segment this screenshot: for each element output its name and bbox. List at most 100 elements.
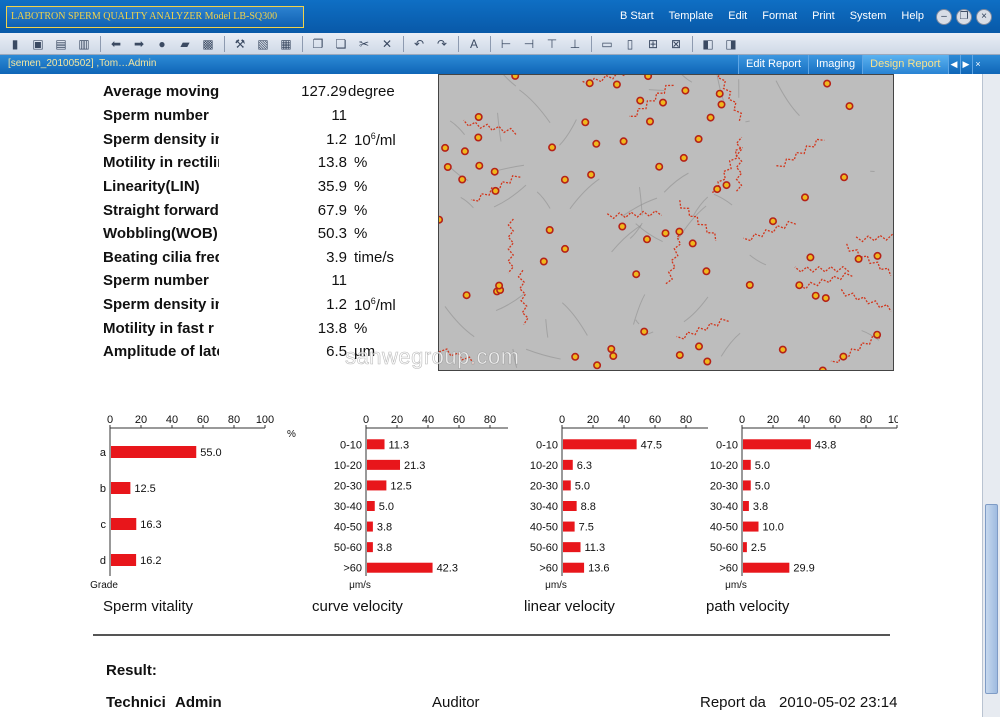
cut-icon[interactable]: ✂ xyxy=(358,36,370,51)
tab-scroll-left-icon[interactable]: ◀ xyxy=(947,55,960,74)
undo-icon[interactable]: ↶ xyxy=(413,36,425,51)
page-paste-icon[interactable]: ❏ xyxy=(335,36,347,51)
bar xyxy=(367,501,375,511)
minimize-icon[interactable]: – xyxy=(936,9,952,25)
send-back-icon[interactable]: ◨ xyxy=(725,36,737,51)
bar xyxy=(743,501,749,511)
preview-icon[interactable]: ▧ xyxy=(257,36,269,51)
arrow-right-icon[interactable]: ➡ xyxy=(133,36,145,51)
align-right-icon[interactable]: ⊣ xyxy=(523,36,535,51)
parameter-name: Sperm density in xyxy=(103,131,219,148)
category-label: b xyxy=(100,483,106,495)
tab-scroll-right-icon[interactable]: ▶ xyxy=(959,55,972,74)
align-bottom-icon[interactable]: ⊥ xyxy=(569,36,581,51)
tab-edit-report[interactable]: Edit Report xyxy=(738,55,809,74)
bar xyxy=(367,521,373,532)
category-label: 20-30 xyxy=(530,480,558,492)
save-icon[interactable]: ▮ xyxy=(11,36,19,51)
disk-icon[interactable]: ▩ xyxy=(202,36,214,51)
arrow-left-icon[interactable]: ⬅ xyxy=(110,36,122,51)
chart-title: path velocity xyxy=(706,598,790,615)
bar xyxy=(111,446,197,458)
record-icon[interactable]: ● xyxy=(158,36,166,51)
printer-icon[interactable]: ▦ xyxy=(280,36,292,51)
menu-help[interactable]: Help xyxy=(901,10,925,22)
parameter-name: Sperm number xyxy=(103,272,209,289)
technician-value: Admin xyxy=(175,694,222,711)
close-icon[interactable]: ✕ xyxy=(381,36,393,51)
parameter-name: Average moving xyxy=(103,83,219,100)
vertical-scrollbar[interactable] xyxy=(982,74,1000,717)
distribute-icon[interactable]: ⊠ xyxy=(670,36,682,51)
bar xyxy=(743,439,811,450)
bar xyxy=(563,542,581,553)
align-left-icon[interactable]: ⊢ xyxy=(500,36,512,51)
bar xyxy=(367,542,373,553)
toolbar-separator xyxy=(302,35,303,52)
tab-design-report[interactable]: Design Report xyxy=(862,55,948,74)
x-tick-label: 80 xyxy=(860,414,872,426)
parameter-unit: % xyxy=(354,178,368,195)
bar-value-label: 12.5 xyxy=(134,483,155,495)
bar-value-label: 3.8 xyxy=(377,542,392,554)
x-tick-label: 80 xyxy=(484,414,496,426)
equal-height-icon[interactable]: ▯ xyxy=(626,36,634,51)
tab-row: [semen_20100502] ,Tom…Admin Edit Report … xyxy=(0,55,1000,74)
tab-imaging[interactable]: Imaging xyxy=(808,55,863,74)
parameter-row: Beating cilia freq 3.9 time/s xyxy=(0,249,440,269)
bar-chart: 020406080100%0-1011.310-2021.320-3012.53… xyxy=(334,414,508,591)
page-copy-icon[interactable]: ❐ xyxy=(312,36,324,51)
category-label: 50-60 xyxy=(710,542,738,554)
bring-front-icon[interactable]: ◧ xyxy=(702,36,714,51)
bar-value-label: 42.3 xyxy=(437,563,458,575)
restore-icon[interactable]: ❐ xyxy=(956,9,972,25)
chart-title: Sperm vitality xyxy=(103,598,194,615)
parameter-unit: 106/ml xyxy=(354,131,396,149)
bar-value-label: 16.3 xyxy=(140,519,161,531)
parameter-row: Motility in rectilinear 13.8% xyxy=(0,154,440,174)
copy-icon[interactable]: ▤ xyxy=(55,36,67,51)
microscope-image xyxy=(438,74,894,371)
toolbar-separator xyxy=(224,35,225,52)
folder-icon[interactable]: ▰ xyxy=(180,36,190,51)
category-label: 20-30 xyxy=(710,480,738,492)
scrollbar-thumb[interactable] xyxy=(985,504,998,694)
center-icon[interactable]: ⊞ xyxy=(647,36,659,51)
parameter-name: Sperm density in xyxy=(103,296,219,313)
parameter-unit: % xyxy=(354,225,368,242)
redo-icon[interactable]: ↷ xyxy=(436,36,448,51)
parameter-row: Straight forward 67.9% xyxy=(0,202,440,222)
y-axis-label: μm/s xyxy=(545,580,567,591)
open-icon[interactable]: ▣ xyxy=(32,36,44,51)
tools-icon[interactable]: ⚒ xyxy=(234,36,246,51)
font-icon[interactable]: A xyxy=(469,36,478,51)
menu-edit[interactable]: Edit xyxy=(728,10,748,22)
bar xyxy=(367,459,401,470)
toolbar-separator xyxy=(591,35,592,52)
parameter-unit: time/s xyxy=(354,249,395,266)
equal-width-icon[interactable]: ▭ xyxy=(601,36,613,51)
menu-start[interactable]: B Start xyxy=(620,10,654,22)
align-top-icon[interactable]: ⊤ xyxy=(546,36,558,51)
parameter-row: Amplitude of late 6.5 μm xyxy=(0,343,440,363)
bar-chart: 020406080100%0-1043.810-205.020-305.030-… xyxy=(710,414,898,591)
category-label: 50-60 xyxy=(334,542,362,554)
menu-system[interactable]: System xyxy=(849,10,887,22)
report-date-label: Report da xyxy=(700,694,766,711)
bar xyxy=(563,459,573,470)
delete-icon[interactable]: ▥ xyxy=(78,36,90,51)
menu-format[interactable]: Format xyxy=(762,10,798,22)
bar-value-label: 3.8 xyxy=(377,522,392,534)
close-window-icon[interactable]: × xyxy=(976,9,992,25)
menu-print[interactable]: Print xyxy=(812,10,835,22)
bar-value-label: 55.0 xyxy=(200,447,221,459)
parameter-row: Sperm number 11 xyxy=(0,107,440,127)
category-label: >60 xyxy=(719,563,738,575)
parameter-name: Sperm number xyxy=(103,107,209,124)
bar-value-label: 29.9 xyxy=(793,563,814,575)
tab-close-icon[interactable]: × xyxy=(971,55,984,74)
bar-value-label: 5.0 xyxy=(379,501,394,513)
menu-template[interactable]: Template xyxy=(668,10,714,22)
parameter-name: Straight forward xyxy=(103,202,219,219)
category-label: 0-10 xyxy=(340,439,362,451)
